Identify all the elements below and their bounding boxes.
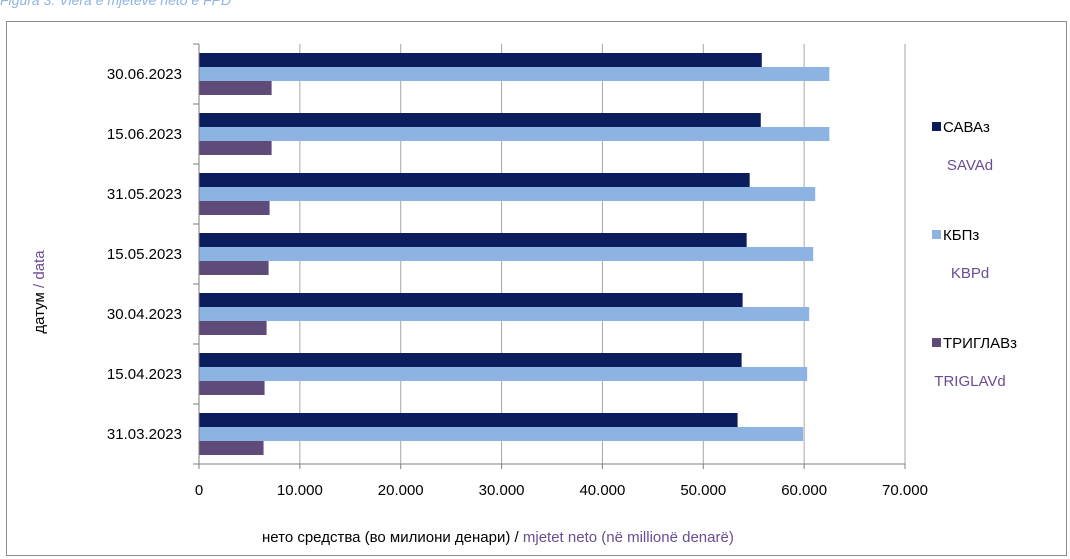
bar xyxy=(199,141,272,155)
bar xyxy=(199,353,742,367)
x-tick-label: 50.000 xyxy=(680,482,726,499)
x-tick-label: 40.000 xyxy=(579,482,625,499)
y-axis-title-primary: датум xyxy=(31,292,48,333)
y-tick-label: 15.05.2023 xyxy=(107,246,182,263)
legend-label: КБПз xyxy=(943,227,979,244)
bar xyxy=(199,127,830,141)
x-tick-label: 20.000 xyxy=(378,482,424,499)
bar xyxy=(199,381,265,395)
figure-caption: Figura 3: Vlera e mjeteve neto e FPD xyxy=(0,0,232,8)
y-tick-label: 15.04.2023 xyxy=(107,366,182,383)
chart-frame xyxy=(6,21,1067,556)
legend-label-secondary: TRIGLAVd xyxy=(934,373,1005,390)
y-axis-title-secondary: / data xyxy=(31,250,48,292)
bar xyxy=(199,321,267,335)
bar xyxy=(199,187,816,201)
x-tick-label: 30.000 xyxy=(479,482,525,499)
bar xyxy=(199,367,808,381)
legend-swatch xyxy=(932,122,941,131)
bar xyxy=(199,427,804,441)
bar xyxy=(199,441,264,455)
bar xyxy=(199,201,270,215)
bar xyxy=(199,113,761,127)
legend-swatch xyxy=(932,230,941,239)
bar xyxy=(199,173,750,187)
x-axis-title-primary: нето средства (во милиони денари) / xyxy=(262,529,520,546)
bar xyxy=(199,293,743,307)
legend-label-secondary: SAVAd xyxy=(947,157,993,174)
bar xyxy=(199,261,269,275)
x-tick-label: 10.000 xyxy=(277,482,323,499)
x-axis-title: нето средства (во милиони денари) / mjet… xyxy=(262,529,734,546)
legend-label-secondary: KBPd xyxy=(951,265,989,282)
x-tick-label: 70.000 xyxy=(882,482,928,499)
bar xyxy=(199,67,830,81)
y-tick-label: 15.06.2023 xyxy=(107,126,182,143)
x-axis-title-secondary: mjetet neto (në millionë denarë) xyxy=(519,529,734,546)
y-axis-title: датум / data xyxy=(31,250,48,334)
bar xyxy=(199,413,738,427)
bar xyxy=(199,307,810,321)
x-tick-label: 0 xyxy=(195,482,203,499)
y-tick-label: 31.05.2023 xyxy=(107,186,182,203)
legend-swatch xyxy=(932,338,941,347)
bar xyxy=(199,247,814,261)
y-tick-label: 30.04.2023 xyxy=(107,306,182,323)
y-tick-label: 30.06.2023 xyxy=(107,66,182,83)
bar xyxy=(199,233,747,247)
bar xyxy=(199,81,272,95)
bar xyxy=(199,53,762,67)
y-tick-label: 31.03.2023 xyxy=(107,426,182,443)
legend-label: ТРИГЛАВз xyxy=(943,335,1017,352)
x-tick-label: 60.000 xyxy=(781,482,827,499)
legend-label: САВАз xyxy=(943,119,990,136)
